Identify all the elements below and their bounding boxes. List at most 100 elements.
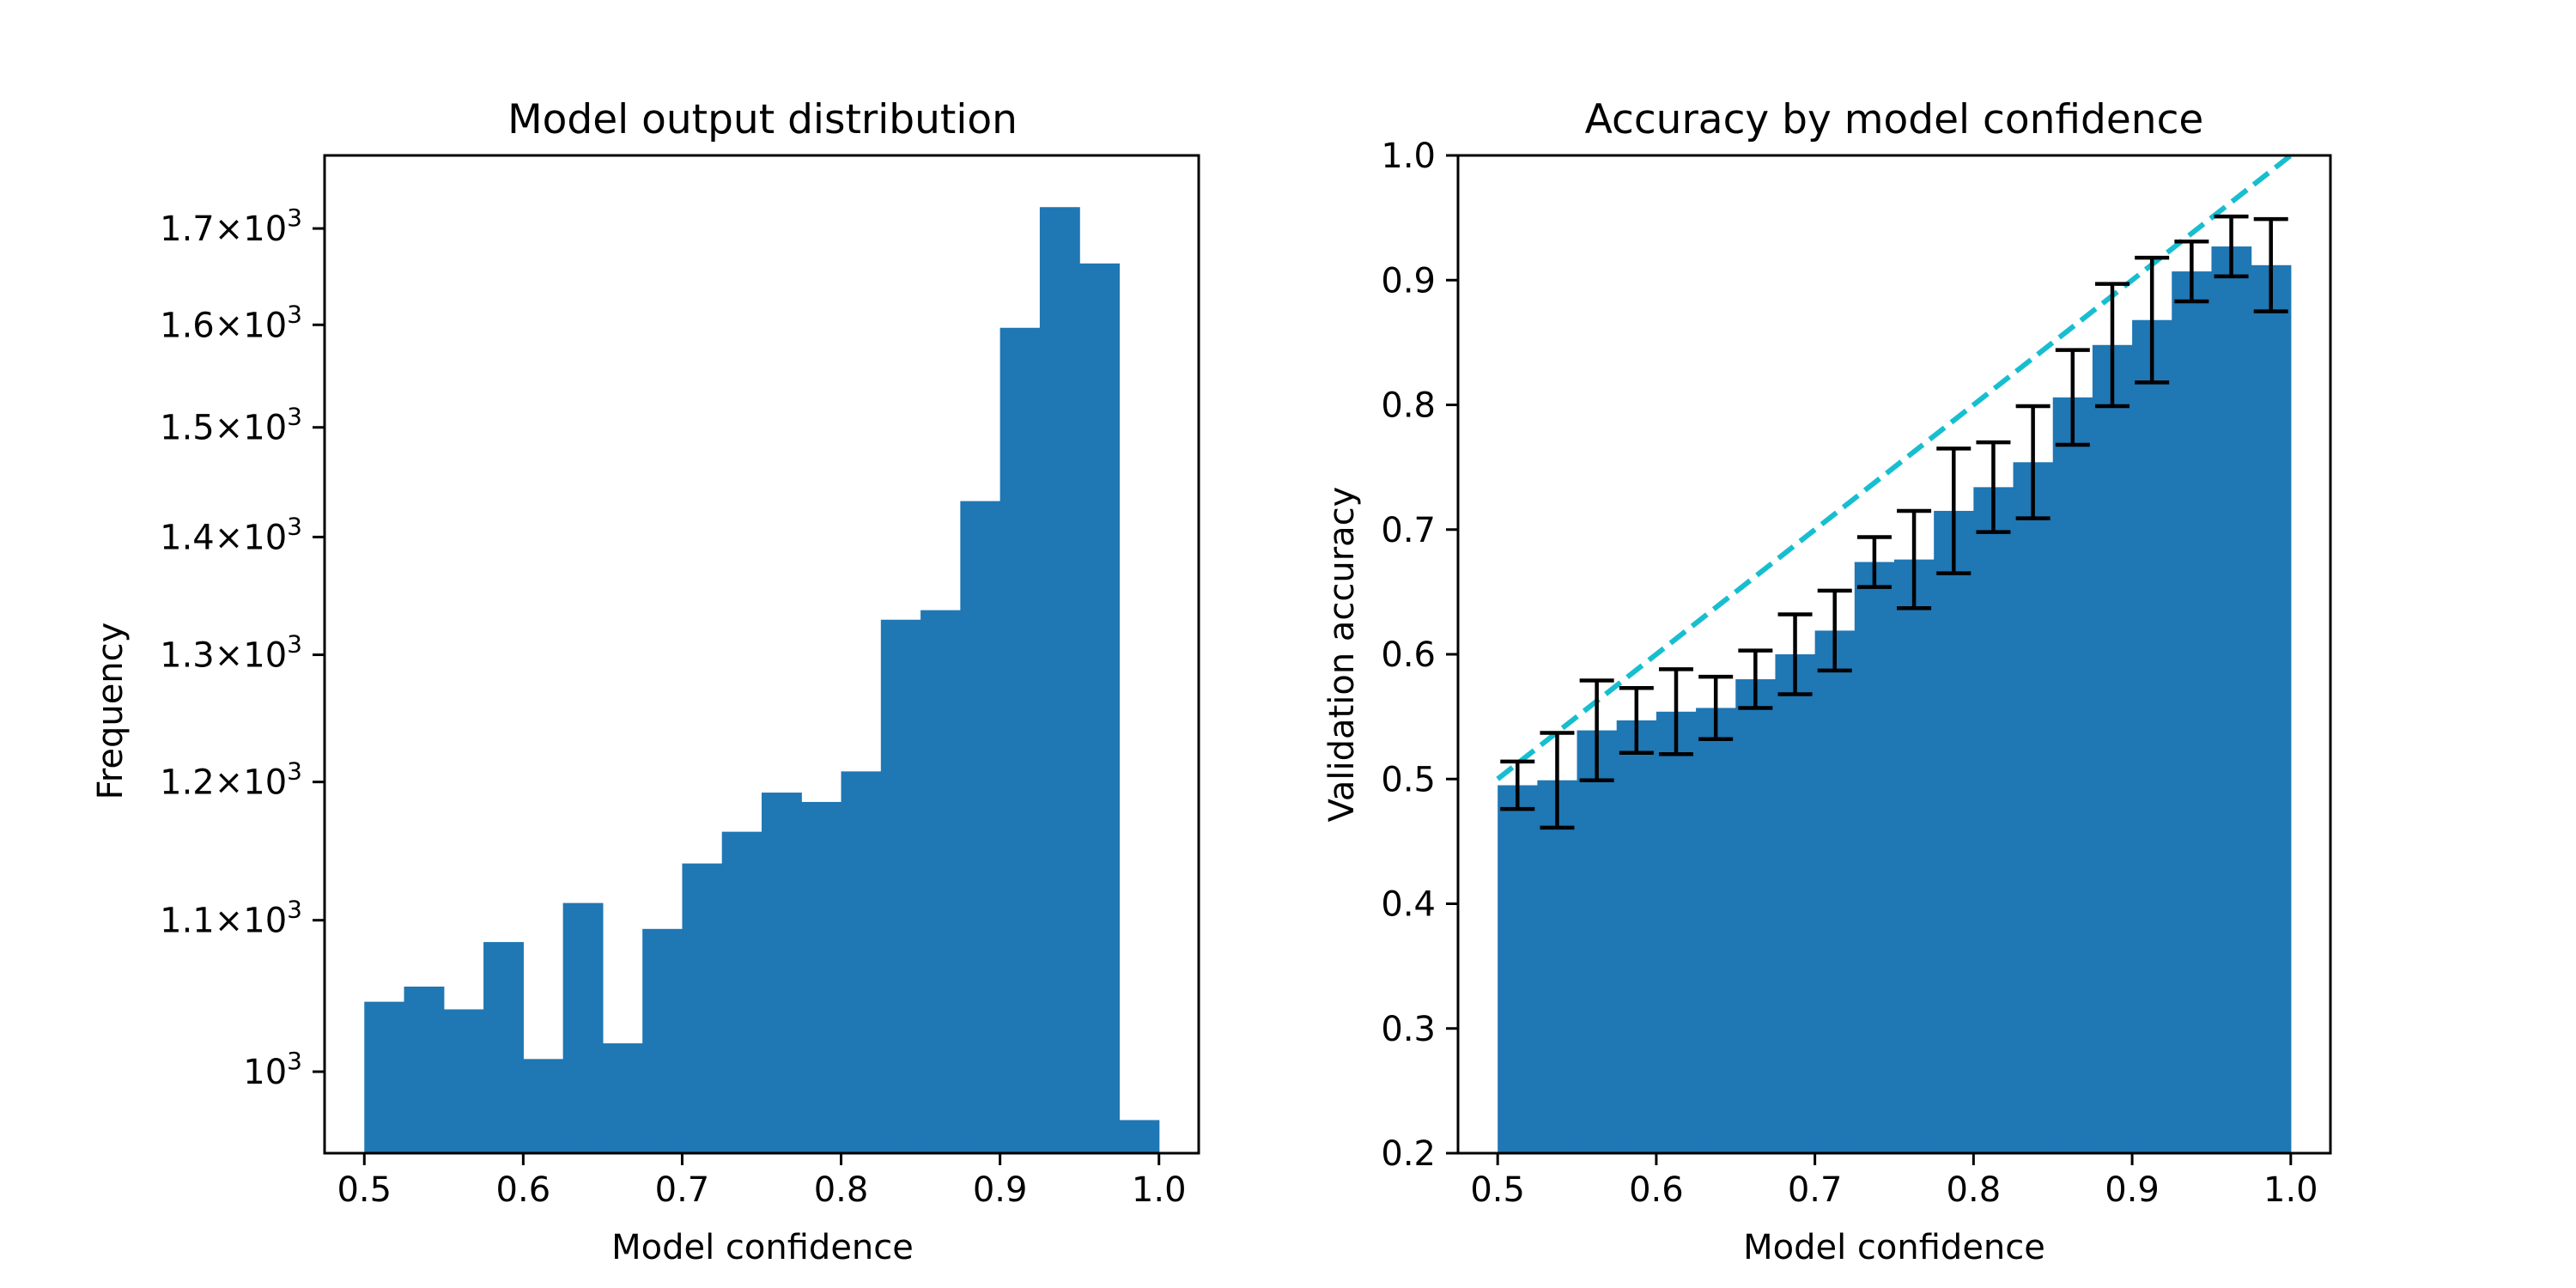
accuracy-error-bar	[2015, 404, 2050, 520]
histogram-bar	[483, 942, 524, 1153]
accuracy-y-tick-label: 0.5	[1381, 760, 1436, 799]
histogram-x-label: Model confidence	[611, 1228, 914, 1267]
accuracy-error-bar	[2095, 282, 2129, 409]
accuracy-error-bar	[2055, 348, 2090, 447]
histogram-axes-frame	[323, 154, 1200, 1155]
histogram-bar	[443, 1009, 484, 1153]
histogram-bar	[880, 619, 921, 1153]
histogram-x-tick-label: 0.7	[655, 1170, 710, 1210]
histogram-y-tick-label: 1.6×103	[160, 300, 302, 345]
accuracy-error-bar	[1738, 648, 1773, 710]
histogram-bar	[1079, 263, 1121, 1153]
accuracy-error-bars	[1500, 214, 2288, 830]
accuracy-error-bar	[1936, 447, 1971, 575]
histogram-bar	[682, 863, 723, 1153]
accuracy-bar	[1854, 562, 1895, 1153]
accuracy-bar	[1934, 510, 1974, 1153]
accuracy-panel: Accuracy by model confidence Model confi…	[1322, 96, 2332, 1267]
accuracy-error-bar	[1976, 440, 2011, 534]
accuracy-error-bar	[1777, 612, 1813, 696]
accuracy-bar	[2013, 462, 2054, 1153]
accuracy-x-tick-label: 0.5	[1470, 1170, 1525, 1210]
accuracy-error-bar	[1579, 678, 1614, 782]
accuracy-x-tick-label: 0.9	[2105, 1170, 2160, 1210]
accuracy-y-tick-label: 0.4	[1381, 885, 1436, 925]
histogram-y-tick-label: 103	[243, 1047, 302, 1092]
accuracy-error-bar	[2135, 255, 2170, 385]
histogram-bar	[1119, 1120, 1160, 1153]
accuracy-y-tick-label: 0.3	[1381, 1010, 1436, 1049]
accuracy-bar	[1577, 730, 1618, 1153]
histogram-x-tick-label: 0.8	[814, 1170, 869, 1210]
accuracy-error-bar	[2253, 216, 2288, 313]
accuracy-error-bar	[2214, 214, 2249, 279]
accuracy-error-bar	[1619, 685, 1654, 755]
accuracy-ticks: 0.5 0.6 0.7 0.8 0.9 1.0 0.2 0.3 0.4 0.5 0.6 0.7 0.8 0…	[1381, 137, 2318, 1210]
accuracy-bar	[2172, 271, 2213, 1153]
histogram-x-tick-label: 0.9	[973, 1170, 1028, 1210]
histogram-bar	[523, 1059, 564, 1153]
histogram-bar	[602, 1043, 643, 1153]
accuracy-bar	[1656, 711, 1697, 1153]
histogram-x-tick-label: 1.0	[1132, 1170, 1187, 1210]
accuracy-x-tick-label: 0.7	[1788, 1170, 1843, 1210]
histogram-y-label: Frequency	[91, 623, 131, 800]
histogram-x-tick-label: 0.5	[337, 1170, 392, 1210]
accuracy-error-bar	[1817, 588, 1852, 673]
histogram-bar	[762, 793, 802, 1153]
accuracy-error-bar	[2174, 239, 2209, 304]
accuracy-bar	[1616, 720, 1657, 1153]
histogram-bar	[999, 327, 1041, 1153]
accuracy-bar	[2052, 397, 2093, 1153]
accuracy-bar	[1894, 559, 1935, 1153]
histogram-bar	[1039, 207, 1080, 1153]
accuracy-bar	[2132, 319, 2172, 1154]
accuracy-y-tick-label: 0.2	[1381, 1134, 1436, 1174]
accuracy-bar	[1735, 679, 1777, 1153]
accuracy-bar	[1775, 654, 1816, 1153]
accuracy-y-tick-label: 0.6	[1381, 635, 1436, 675]
accuracy-y-tick-label: 1.0	[1381, 137, 1436, 176]
histogram-bars	[364, 207, 1160, 1153]
accuracy-bar	[1498, 785, 1538, 1153]
accuracy-error-bar	[1897, 508, 1932, 611]
accuracy-y-label: Validation accuracy	[1322, 487, 1362, 823]
accuracy-title: Accuracy by model confidence	[1585, 96, 2204, 143]
accuracy-bar	[2211, 246, 2252, 1154]
histogram-bar	[562, 902, 604, 1153]
accuracy-x-label: Model confidence	[1743, 1228, 2045, 1267]
accuracy-y-tick-label: 0.9	[1381, 261, 1436, 301]
accuracy-bar	[1973, 487, 2014, 1153]
accuracy-y-tick-label: 0.7	[1381, 511, 1436, 550]
histogram-title: Model output distribution	[507, 96, 1018, 143]
accuracy-bar	[1814, 630, 1856, 1153]
histogram-bar	[364, 1001, 405, 1153]
accuracy-bar	[2251, 264, 2292, 1153]
histogram-ticks: 0.5 0.6 0.7 0.8 0.9 1.0 103 1.1×103 1.2×103 1.3×1…	[160, 204, 1186, 1210]
accuracy-bar	[1537, 780, 1578, 1153]
histogram-bar	[404, 986, 445, 1153]
histogram-y-tick-label: 1.1×103	[160, 896, 302, 941]
accuracy-x-tick-label: 0.6	[1629, 1170, 1684, 1210]
accuracy-x-tick-label: 1.0	[2263, 1170, 2318, 1210]
histogram-y-tick-label: 1.2×103	[160, 757, 302, 803]
histogram-bar	[642, 928, 683, 1153]
histogram-x-tick-label: 0.6	[496, 1170, 551, 1210]
histogram-bar	[920, 610, 961, 1153]
accuracy-bars	[1498, 246, 2292, 1154]
histogram-y-tick-label: 1.4×103	[160, 512, 302, 557]
accuracy-bar	[1696, 708, 1736, 1153]
histogram-y-tick-label: 1.7×103	[160, 204, 302, 249]
accuracy-axes-frame	[1456, 154, 2332, 1155]
accuracy-error-bar	[1500, 759, 1535, 811]
accuracy-bar	[2092, 344, 2133, 1153]
histogram-y-tick-label: 1.5×103	[160, 403, 302, 448]
accuracy-error-bar	[1856, 535, 1892, 589]
accuracy-y-tick-label: 0.8	[1381, 386, 1436, 426]
histogram-bar	[721, 831, 762, 1153]
histogram-bar	[801, 801, 842, 1153]
histogram-bar	[960, 501, 1001, 1153]
histogram-y-tick-label: 1.3×103	[160, 630, 302, 676]
histogram-panel: Model output distribution Model confiden…	[91, 96, 1200, 1267]
